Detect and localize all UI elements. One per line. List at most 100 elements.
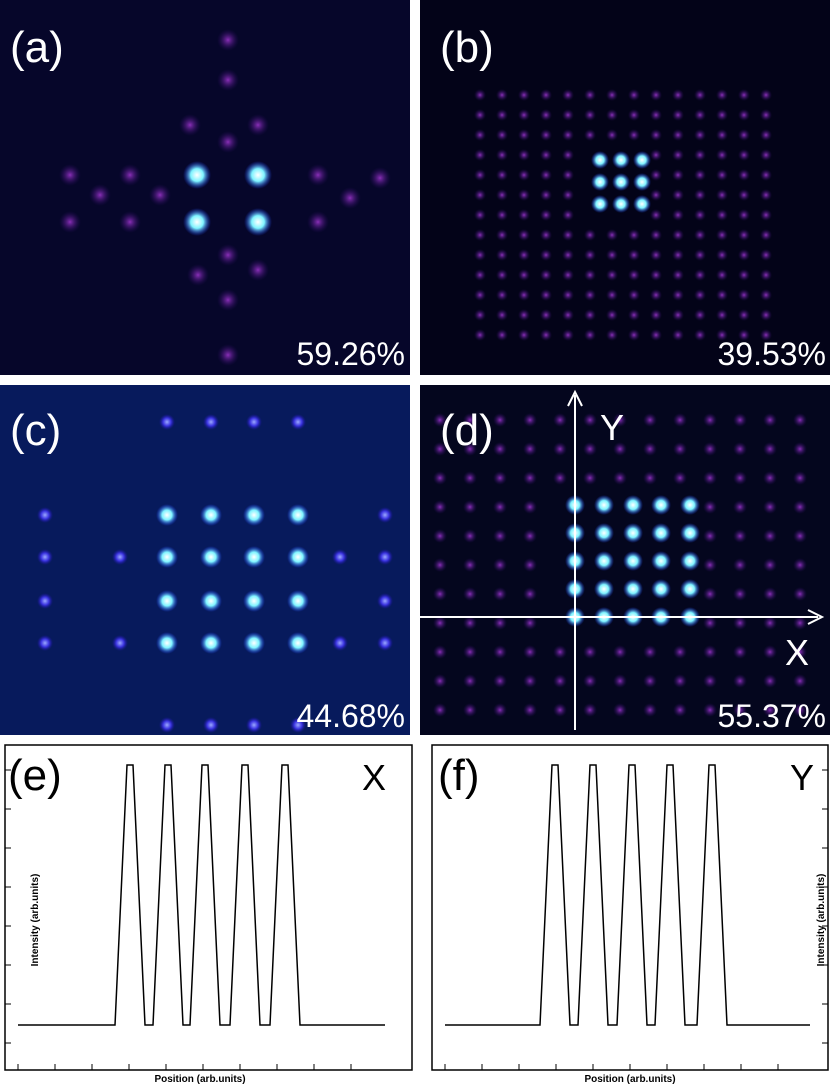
spot [733, 587, 747, 601]
spot [89, 184, 111, 206]
spot [703, 442, 717, 456]
spot [594, 579, 614, 599]
spot [760, 229, 772, 241]
spot [650, 269, 662, 281]
spot [339, 187, 361, 209]
spot [247, 259, 269, 281]
spot [716, 209, 728, 221]
spot [680, 579, 700, 599]
spot [760, 309, 772, 321]
spot [650, 149, 662, 161]
spot [763, 471, 777, 485]
spot [763, 500, 777, 514]
spot [763, 616, 777, 630]
spot [738, 129, 750, 141]
spot [643, 703, 657, 717]
spot [672, 169, 684, 181]
spot [763, 587, 777, 601]
spot [562, 149, 574, 161]
spot [733, 500, 747, 514]
spot [493, 645, 507, 659]
spot [793, 587, 807, 601]
spot [594, 551, 614, 571]
spot [463, 703, 477, 717]
spot [716, 269, 728, 281]
spot [553, 442, 567, 456]
spot [523, 616, 537, 630]
spot [694, 149, 706, 161]
spot [37, 507, 53, 523]
spot [763, 645, 777, 659]
spot [518, 89, 530, 101]
spot [562, 229, 574, 241]
spot [433, 413, 447, 427]
spot [583, 674, 597, 688]
spot [474, 309, 486, 321]
spot [433, 442, 447, 456]
spot [540, 129, 552, 141]
intensity-profile [18, 764, 385, 1026]
spot [733, 645, 747, 659]
spot [493, 529, 507, 543]
spot [474, 289, 486, 301]
spot [540, 329, 552, 341]
spot [433, 471, 447, 485]
spot [591, 173, 609, 191]
spot [613, 703, 627, 717]
spot [672, 309, 684, 321]
spot [606, 229, 618, 241]
spot [628, 109, 640, 121]
spot [377, 635, 393, 651]
spot [200, 632, 222, 654]
spot [694, 129, 706, 141]
spot [716, 309, 728, 321]
spot [496, 229, 508, 241]
spot [562, 189, 574, 201]
spot [307, 164, 329, 186]
spot [203, 414, 219, 430]
spot [243, 632, 265, 654]
panel-label: (a) [10, 23, 64, 72]
spot [738, 229, 750, 241]
spot [613, 471, 627, 485]
y-axis-label: Intensity (arb.units) [816, 874, 827, 967]
spot [540, 289, 552, 301]
spot [562, 309, 574, 321]
spot [738, 189, 750, 201]
spot [523, 674, 537, 688]
spot [628, 309, 640, 321]
spot [37, 635, 53, 651]
spot [496, 249, 508, 261]
spot [332, 635, 348, 651]
spot [377, 593, 393, 609]
spot [493, 674, 507, 688]
spot [703, 500, 717, 514]
spot [694, 89, 706, 101]
spot [540, 269, 552, 281]
spot [463, 674, 477, 688]
spot [518, 329, 530, 341]
spot [433, 529, 447, 543]
spot [672, 229, 684, 241]
spot [496, 169, 508, 181]
spot [650, 89, 662, 101]
spot [463, 413, 477, 427]
spot [200, 546, 222, 568]
spot [623, 551, 643, 571]
spot [716, 289, 728, 301]
spot [694, 109, 706, 121]
spot [763, 674, 777, 688]
spot [433, 616, 447, 630]
spot [523, 413, 537, 427]
spot [760, 249, 772, 261]
spot [540, 249, 552, 261]
spot [763, 703, 777, 717]
spot [523, 645, 537, 659]
efficiency: 39.53% [717, 336, 826, 372]
spot [496, 189, 508, 201]
spot [246, 717, 262, 733]
spot [562, 129, 574, 141]
spot [651, 495, 671, 515]
spot [672, 189, 684, 201]
spot [112, 635, 128, 651]
